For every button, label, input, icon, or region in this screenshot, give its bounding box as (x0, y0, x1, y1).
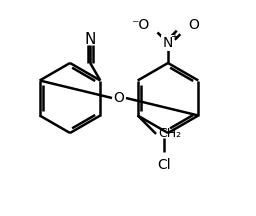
Text: CH₂: CH₂ (158, 127, 181, 140)
Text: N: N (85, 32, 96, 47)
Text: N: N (163, 36, 173, 50)
Text: Cl: Cl (157, 158, 171, 172)
Text: O: O (114, 91, 124, 105)
Text: +: + (170, 32, 178, 42)
Text: O: O (189, 18, 199, 32)
Text: ⁻O: ⁻O (131, 18, 150, 32)
